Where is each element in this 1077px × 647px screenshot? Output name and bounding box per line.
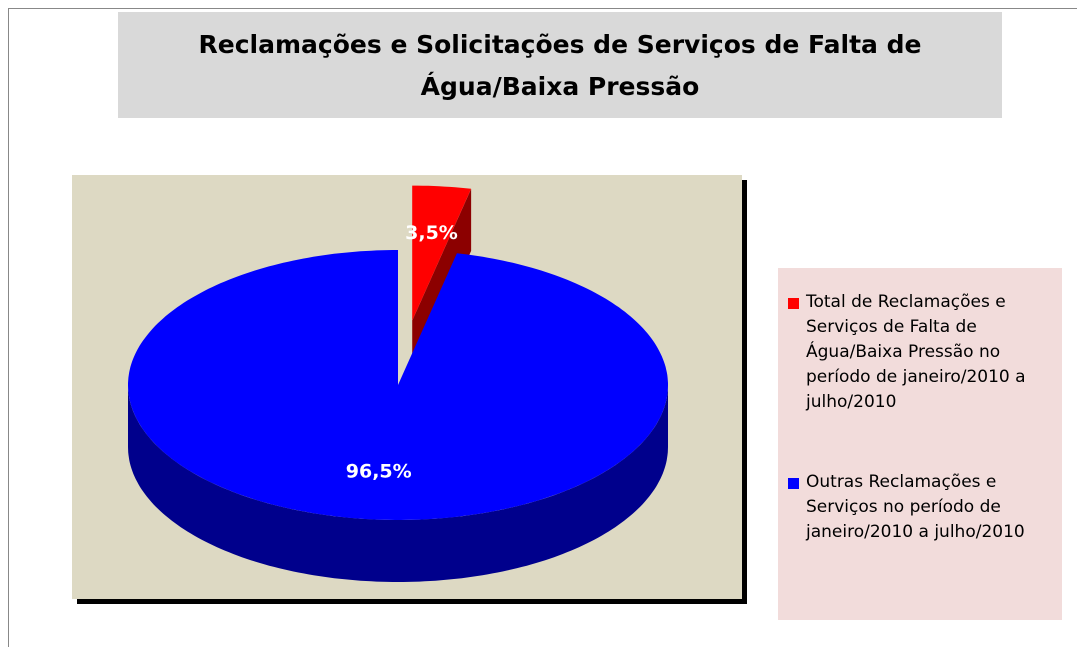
legend-label: Total de Reclamações e Serviços de Falta… [806,292,1026,412]
data-label: 96,5% [346,461,412,483]
data-label: 3,5% [405,222,458,244]
legend-swatch [788,298,799,309]
slice [128,250,668,520]
legend-label: Outras Reclamações e Serviços no período… [806,472,1025,542]
frame [8,8,1077,647]
slice-side [128,385,668,582]
legend-item: Total de Reclamações e Serviços de Falta… [788,290,1066,415]
legend-item: Outras Reclamações e Serviços no período… [788,470,1066,545]
legend: Total de Reclamações e Serviços de Falta… [778,268,1062,620]
slice [412,185,472,321]
legend-swatch [788,478,799,489]
chart-title: Reclamações e Solicitações de Serviços d… [118,12,1002,118]
